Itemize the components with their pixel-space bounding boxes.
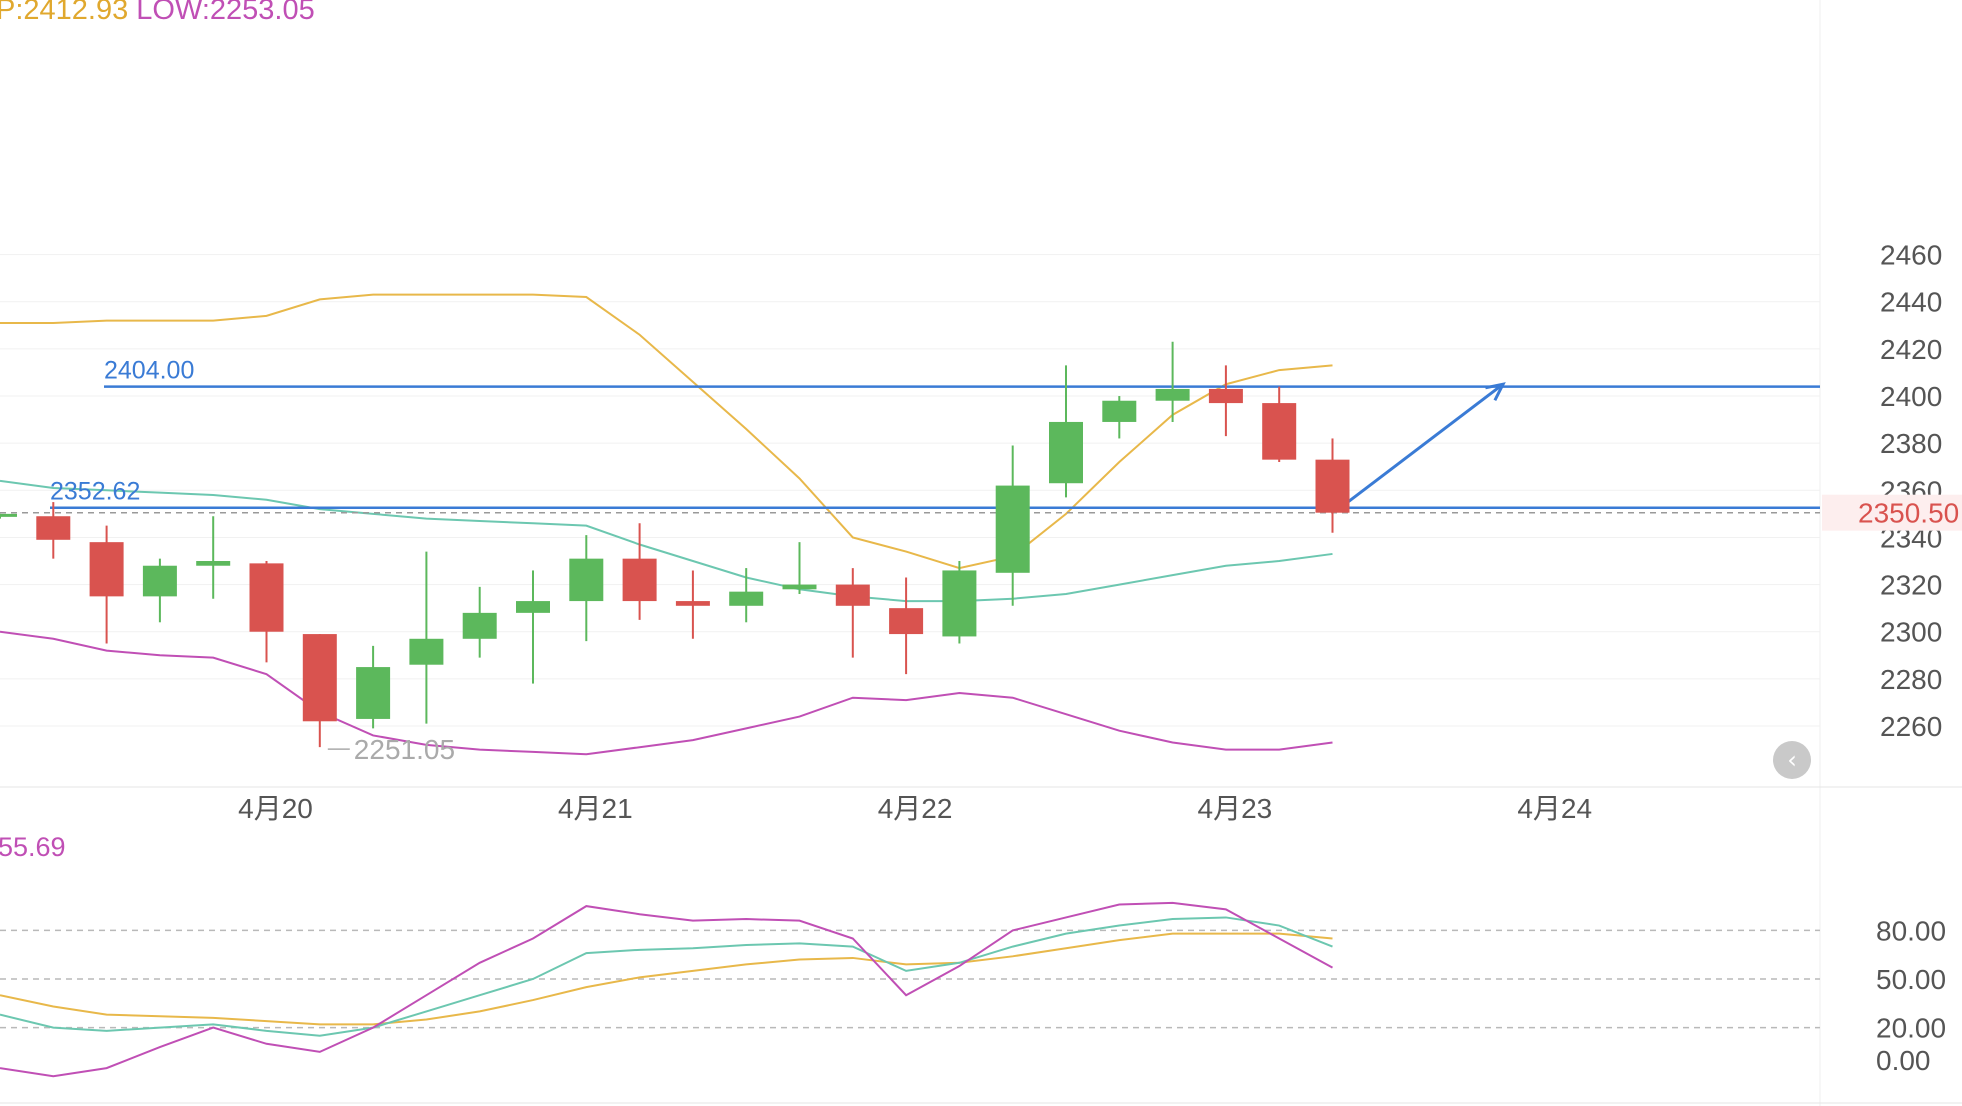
indicator-k-line	[0, 901, 1333, 1078]
candle	[1102, 396, 1137, 439]
candle-body	[0, 513, 17, 517]
indicator-tick-label: 50.00	[1876, 964, 1946, 995]
candle	[1262, 386, 1297, 463]
level-lines: 2404.00 2352.62 2251.05	[0, 357, 1820, 765]
chevron-left-icon: ‹	[1787, 746, 1797, 774]
candle-body	[462, 612, 497, 639]
price-axis: 2260228023002320234023602380240024202440…	[1822, 240, 1962, 742]
candle-body	[675, 601, 710, 606]
price-tick-label: 2380	[1880, 428, 1942, 459]
price-tick-label: 2440	[1880, 287, 1942, 318]
indicator-tick-label: 20.00	[1876, 1013, 1946, 1044]
candle	[942, 561, 977, 644]
collapse-button[interactable]: ‹	[1773, 741, 1811, 779]
candle-body	[942, 570, 977, 637]
candle	[729, 568, 764, 623]
candle	[995, 445, 1030, 606]
price-tick-label: 2280	[1880, 664, 1942, 695]
level-label: 2404.00	[104, 357, 194, 385]
middle-band-line	[0, 479, 1333, 603]
low-label: LOW:2253.05	[136, 0, 315, 26]
candle	[142, 558, 177, 623]
price-tick-label: 2320	[1880, 570, 1942, 601]
current-price-badge	[1822, 494, 1962, 531]
candles	[0, 341, 1350, 748]
candle	[1315, 438, 1350, 533]
candle	[1208, 365, 1243, 437]
time-tick-label: 4月23	[1198, 793, 1273, 824]
time-tick-label: 4月24	[1517, 793, 1592, 824]
candle-body	[1155, 388, 1190, 401]
lower-band-line	[0, 630, 1333, 756]
time-axis: 4月20 4月21 4月22 4月23 4月24	[238, 793, 1592, 824]
projection-arrow	[1337, 383, 1504, 511]
candle-body	[729, 591, 764, 606]
candle-body	[1102, 400, 1137, 422]
time-tick-label: 4月21	[558, 793, 633, 824]
candle-body	[1049, 421, 1083, 484]
indicator-d-line	[0, 932, 1333, 1026]
high-readout: P:2412.93 LOW:2253.05	[0, 0, 315, 27]
candle-body	[89, 542, 124, 597]
candle	[89, 525, 124, 644]
candle-body	[1208, 388, 1243, 404]
candle	[782, 542, 817, 595]
indicator-tick-label: 0.00	[1876, 1045, 1931, 1076]
candle-body	[142, 565, 177, 597]
high-label: P:2412.93	[0, 0, 129, 26]
min-marker-label: 2251.05	[354, 734, 455, 765]
indicator-j-line	[0, 916, 1333, 1037]
candle-body	[1262, 403, 1297, 460]
candle	[462, 586, 497, 658]
candle	[835, 568, 870, 658]
candle-body	[995, 485, 1030, 573]
candle	[302, 634, 337, 748]
candle	[1155, 341, 1190, 422]
candle	[675, 570, 710, 639]
candle	[409, 551, 444, 724]
price-tick-label: 2460	[1880, 240, 1942, 271]
price-tick-label: 2300	[1880, 617, 1942, 648]
price-tick-label: 2420	[1880, 334, 1942, 365]
candle	[516, 570, 550, 684]
candle-body	[516, 601, 550, 613]
indicator-tick-label: 80.00	[1876, 915, 1946, 946]
bollinger-bands	[0, 293, 1333, 756]
candle-body	[889, 608, 924, 635]
candle-body	[302, 634, 337, 722]
candle-body	[569, 558, 604, 602]
candle	[36, 502, 71, 559]
candle-body	[36, 516, 71, 540]
upper-band-line	[0, 293, 1333, 570]
candle-body	[835, 584, 870, 606]
candle-body	[249, 563, 284, 632]
candle-body	[356, 667, 391, 719]
indicator-value: 55.69	[0, 832, 66, 862]
candle-body	[622, 558, 657, 602]
candle-body	[782, 584, 817, 590]
candle-body	[1315, 459, 1350, 513]
kdj-indicator	[0, 901, 1820, 1078]
candle	[249, 561, 284, 663]
candle	[569, 535, 604, 642]
candle	[356, 645, 391, 729]
price-tick-label: 2400	[1880, 381, 1942, 412]
level-label: 2352.62	[50, 478, 140, 506]
time-tick-label: 4月22	[878, 793, 953, 824]
candle	[196, 516, 231, 599]
projection-arrowhead	[1485, 382, 1506, 401]
candle	[1049, 365, 1083, 498]
price-tick-label: 2260	[1880, 711, 1942, 742]
candle-body	[196, 561, 231, 566]
candle	[622, 523, 657, 620]
time-tick-label: 4月20	[238, 793, 313, 824]
candle	[0, 513, 17, 519]
candle-body	[409, 638, 444, 665]
current-price-label: 2350.50	[1858, 498, 1959, 529]
candle	[889, 577, 924, 675]
